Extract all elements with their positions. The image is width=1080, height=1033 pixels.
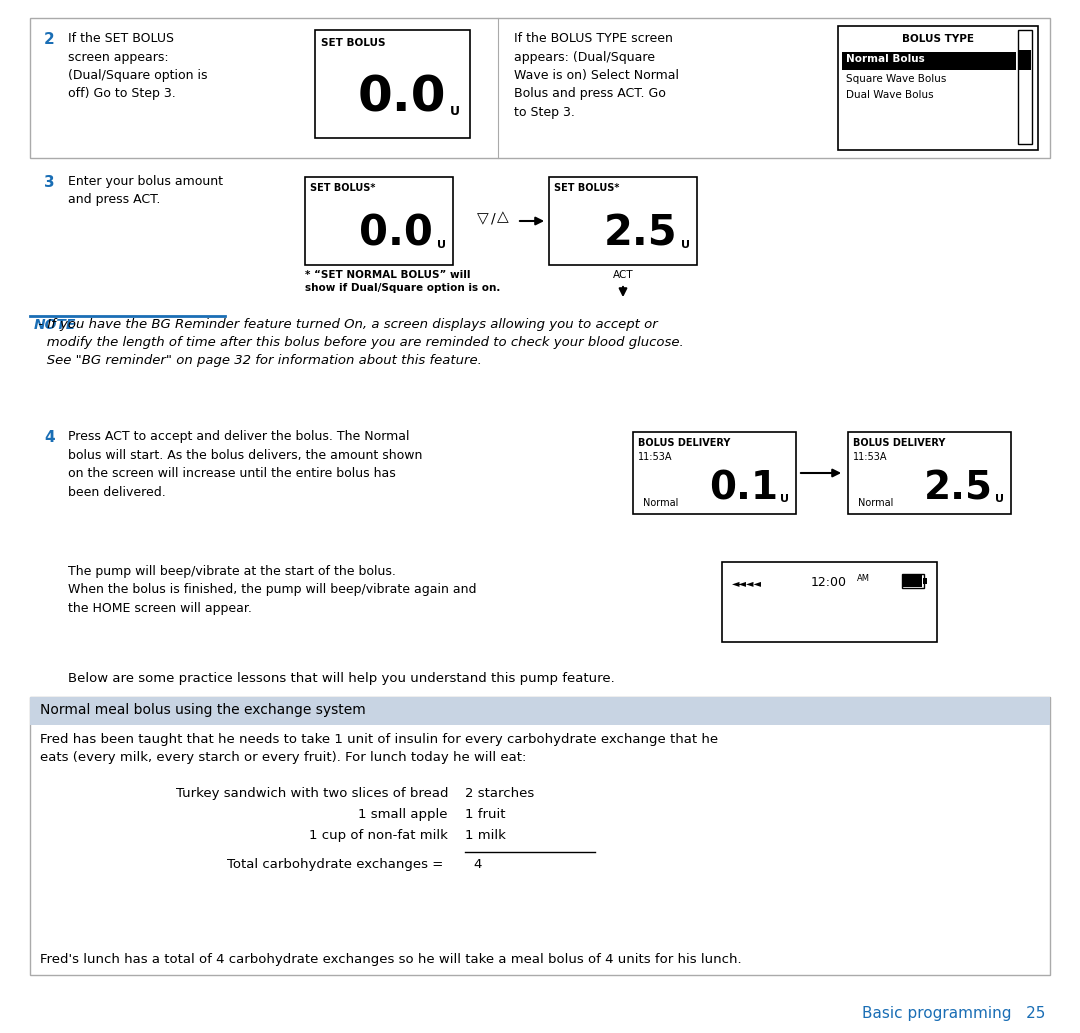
Text: - If you have the BG Reminder feature turned On, a screen displays allowing you : - If you have the BG Reminder feature tu…: [33, 318, 684, 367]
Text: Basic programming   25: Basic programming 25: [862, 1006, 1045, 1021]
Text: SET BOLUS*: SET BOLUS*: [310, 183, 376, 193]
Text: U: U: [450, 105, 460, 118]
Text: 0.0: 0.0: [357, 74, 446, 122]
Text: The pump will beep/vibrate at the start of the bolus.
When the bolus is finished: The pump will beep/vibrate at the start …: [68, 565, 476, 615]
Bar: [1018, 30, 1032, 144]
Text: ▽: ▽: [477, 212, 489, 226]
Text: show if Dual/Square option is on.: show if Dual/Square option is on.: [305, 283, 500, 293]
Text: Normal: Normal: [858, 498, 893, 508]
Text: 2.5: 2.5: [924, 470, 993, 508]
Bar: [838, 26, 1038, 150]
Text: ◄◄◄◄: ◄◄◄◄: [732, 578, 762, 588]
Text: 12:00: 12:00: [811, 576, 847, 589]
Text: Enter your bolus amount
and press ACT.: Enter your bolus amount and press ACT.: [68, 175, 222, 207]
Text: 1 fruit: 1 fruit: [465, 808, 505, 821]
Text: 11:53A: 11:53A: [638, 452, 673, 462]
Text: * “SET NORMAL BOLUS” will: * “SET NORMAL BOLUS” will: [305, 270, 471, 280]
Bar: [848, 432, 1011, 514]
Text: /: /: [490, 212, 496, 226]
Text: Press ACT to accept and deliver the bolus. The Normal
bolus will start. As the b: Press ACT to accept and deliver the bolu…: [68, 430, 422, 499]
Bar: [842, 52, 1016, 70]
Text: Dual Wave Bolus: Dual Wave Bolus: [846, 90, 933, 100]
Text: Total carbohydrate exchanges =: Total carbohydrate exchanges =: [227, 858, 443, 871]
Text: Turkey sandwich with two slices of bread: Turkey sandwich with two slices of bread: [175, 787, 448, 800]
Text: U: U: [681, 240, 690, 250]
Bar: [633, 432, 796, 514]
Bar: [923, 578, 927, 584]
Text: 2 starches: 2 starches: [465, 787, 535, 800]
Text: 1 cup of non-fat milk: 1 cup of non-fat milk: [309, 829, 448, 842]
Text: Square Wave Bolus: Square Wave Bolus: [846, 74, 946, 84]
Text: BOLUS TYPE: BOLUS TYPE: [902, 34, 974, 44]
Text: Fred has been taught that he needs to take 1 unit of insulin for every carbohydr: Fred has been taught that he needs to ta…: [40, 733, 718, 764]
Text: 1 milk: 1 milk: [465, 829, 505, 842]
Text: BOLUS DELIVERY: BOLUS DELIVERY: [638, 438, 730, 448]
Text: △: △: [497, 210, 509, 224]
Text: SET BOLUS*: SET BOLUS*: [554, 183, 619, 193]
Text: NOTE: NOTE: [33, 318, 77, 332]
Text: ACT: ACT: [612, 270, 633, 280]
Text: Fred's lunch has a total of 4 carbohydrate exchanges so he will take a meal bolu: Fred's lunch has a total of 4 carbohydra…: [40, 953, 742, 966]
Text: 2: 2: [44, 32, 55, 46]
Bar: [30, 697, 1050, 725]
Bar: [30, 697, 1050, 975]
Text: 0.1: 0.1: [708, 470, 778, 508]
Bar: [902, 574, 924, 588]
Text: U: U: [780, 494, 789, 504]
Bar: [1020, 50, 1031, 70]
Bar: [30, 18, 1050, 158]
Text: 4: 4: [44, 430, 55, 445]
Text: Below are some practice lessons that will help you understand this pump feature.: Below are some practice lessons that wil…: [68, 672, 615, 685]
Bar: [305, 177, 453, 265]
Text: 0.0: 0.0: [360, 213, 433, 255]
Text: Normal Bolus: Normal Bolus: [846, 54, 924, 64]
Text: 3: 3: [44, 175, 55, 190]
Text: 4: 4: [473, 858, 482, 871]
Text: U: U: [995, 494, 1004, 504]
Bar: [723, 562, 937, 641]
Text: Normal meal bolus using the exchange system: Normal meal bolus using the exchange sys…: [40, 703, 366, 717]
Text: SET BOLUS: SET BOLUS: [321, 38, 386, 48]
Text: AM: AM: [858, 574, 870, 583]
Text: BOLUS DELIVERY: BOLUS DELIVERY: [853, 438, 945, 448]
Text: If the BOLUS TYPE screen
appears: (Dual/Square
Wave is on) Select Normal
Bolus a: If the BOLUS TYPE screen appears: (Dual/…: [514, 32, 679, 119]
Text: 2.5: 2.5: [604, 213, 677, 255]
Text: U: U: [437, 240, 446, 250]
Bar: [903, 575, 922, 587]
Text: If the SET BOLUS
screen appears:
(Dual/Square option is
off) Go to Step 3.: If the SET BOLUS screen appears: (Dual/S…: [68, 32, 207, 100]
Text: Normal: Normal: [643, 498, 678, 508]
Text: 11:53A: 11:53A: [853, 452, 888, 462]
Bar: [315, 30, 470, 138]
Text: 1 small apple: 1 small apple: [359, 808, 448, 821]
Bar: [549, 177, 697, 265]
